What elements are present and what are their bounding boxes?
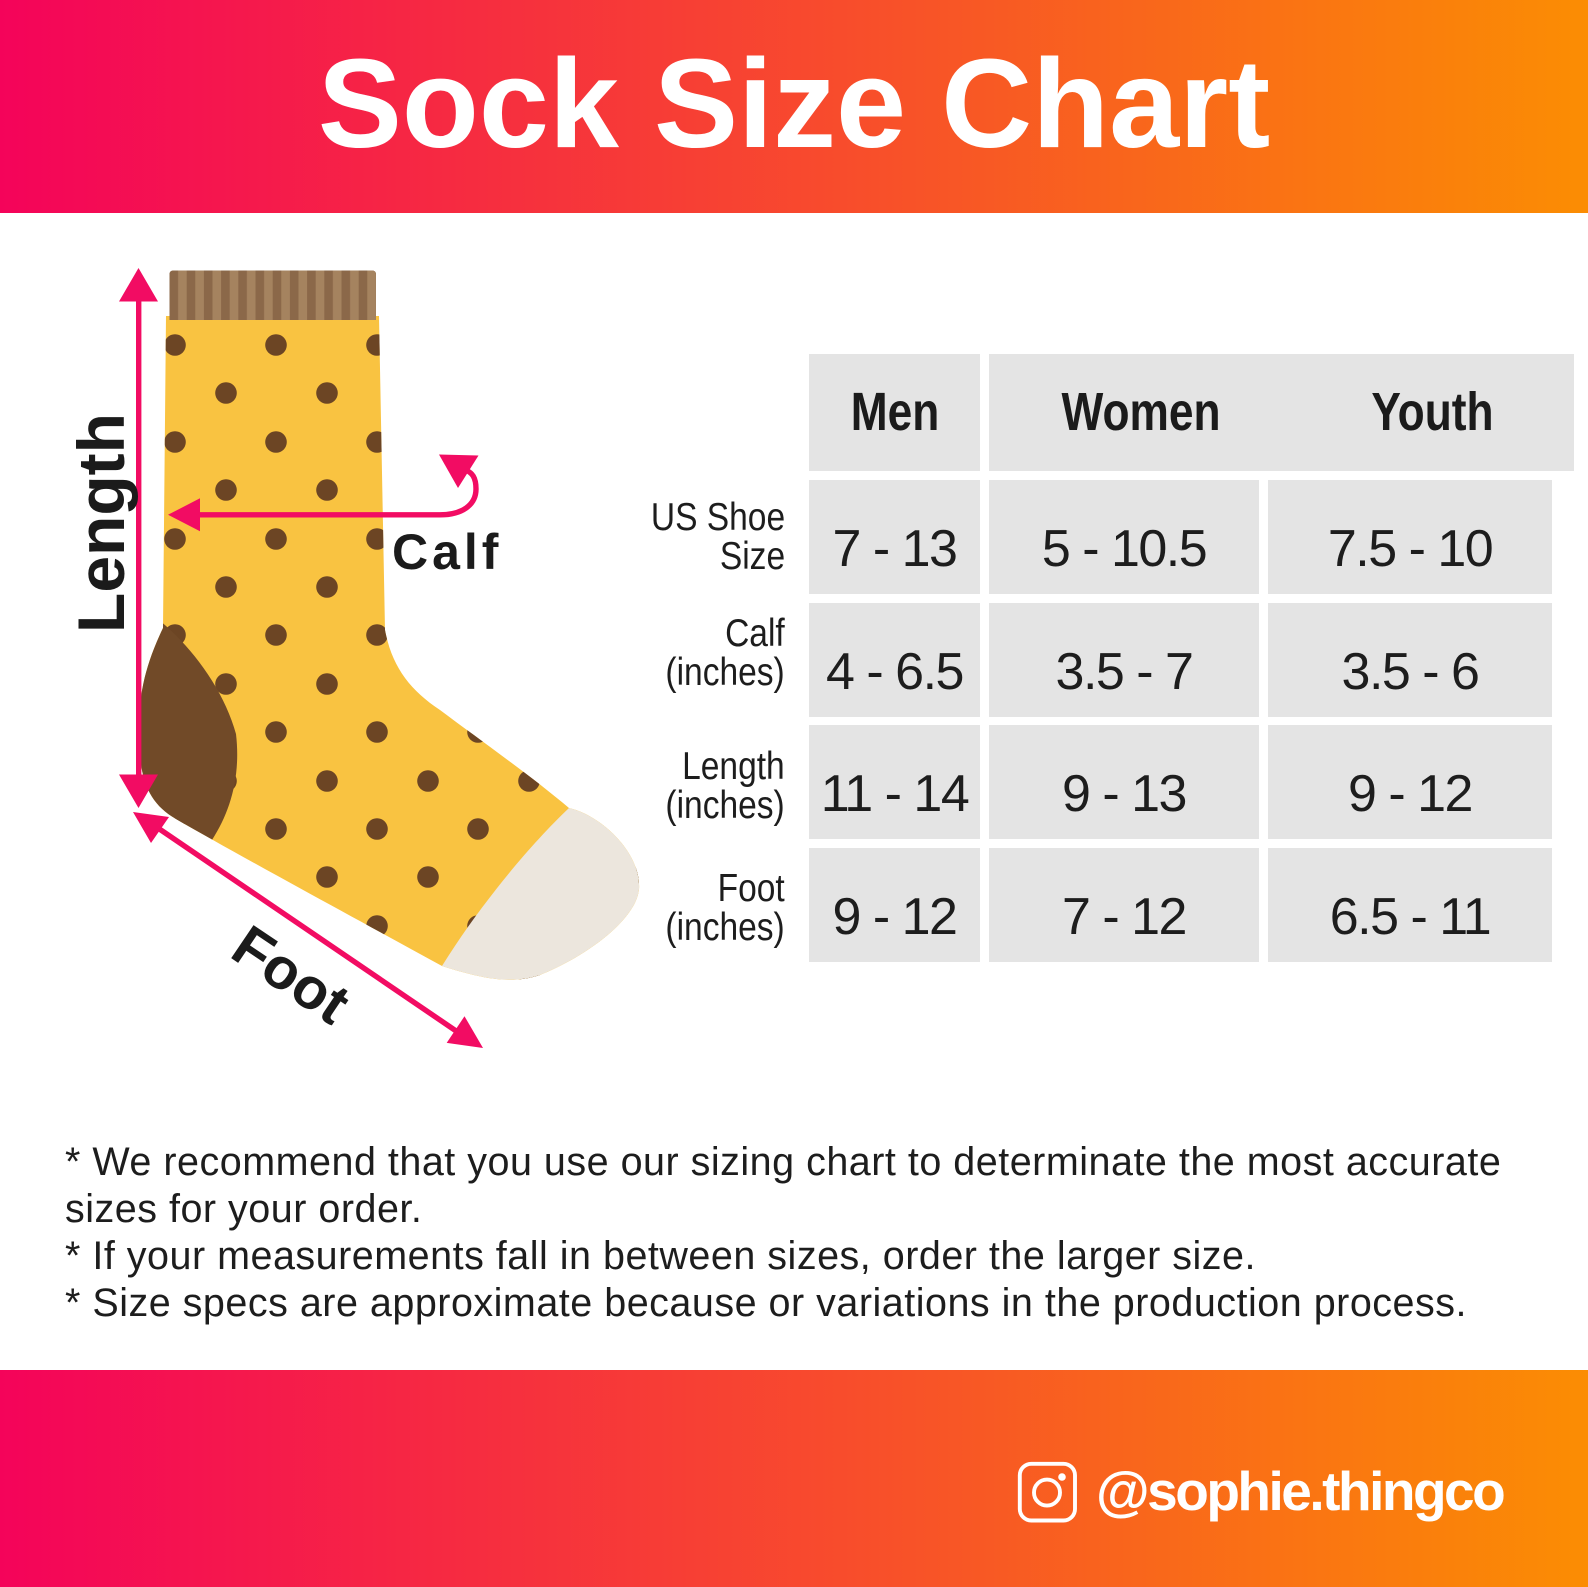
svg-text:Foot: Foot [221, 913, 361, 1037]
svg-text:Length: Length [64, 413, 138, 633]
svg-text:Calf: Calf [392, 524, 502, 580]
